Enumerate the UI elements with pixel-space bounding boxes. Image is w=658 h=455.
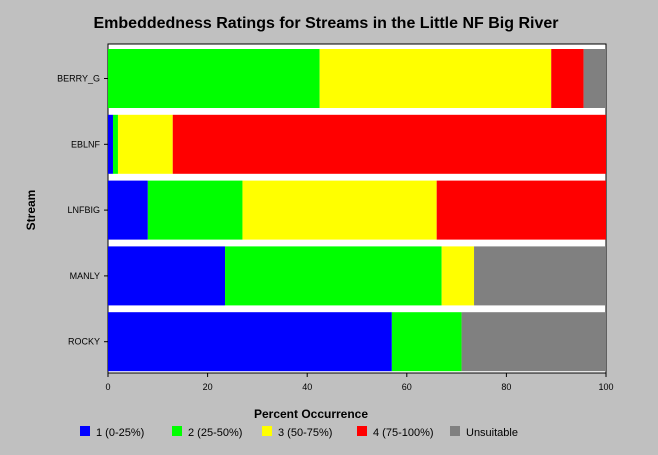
bar-segment-lnfbig-s1: [108, 180, 148, 240]
legend-label: 2 (25-50%): [188, 427, 242, 439]
y-axis-title: Stream: [24, 190, 38, 231]
bar-segment-lnfbig-s3: [242, 180, 437, 240]
bar-segment-manly-s1: [108, 246, 226, 306]
legend: 1 (0-25%) 2 (25-50%) 3 (50-75%) 4 (75-100%)…: [80, 426, 518, 439]
bar-segment-eblnf-s3: [117, 114, 173, 174]
y-axis: BERRY_G EBLNF LNFBIG MANLY ROCKY: [57, 74, 108, 347]
legend-swatch: [450, 426, 460, 436]
y-tick-label: MANLY: [70, 271, 100, 281]
y-tick-label: BERRY_G: [57, 74, 100, 84]
x-tick-label: 20: [203, 382, 213, 392]
bar-segment-berry-g-s5: [583, 49, 606, 108]
legend-swatch: [80, 426, 90, 436]
x-tick-label: 40: [302, 382, 312, 392]
bar-segment-berry-g-s3: [319, 49, 552, 108]
x-axis: 0 20 40 60 80 100: [105, 373, 614, 392]
y-tick-label: EBLNF: [71, 139, 101, 149]
bar-segment-eblnf-s1: [108, 114, 113, 174]
legend-swatch: [262, 426, 272, 436]
legend-swatch: [357, 426, 367, 436]
y-tick-label: ROCKY: [68, 337, 100, 347]
bar-segment-rocky-s1: [108, 312, 392, 372]
x-tick-label: 60: [402, 382, 412, 392]
x-tick-label: 80: [501, 382, 511, 392]
bar-segment-lnfbig-s4: [436, 180, 606, 240]
bar-segment-rocky-s5: [461, 312, 606, 372]
bars-layer: [108, 49, 607, 372]
bar-segment-manly-s5: [474, 246, 606, 306]
bar-segment-eblnf-s2: [112, 114, 118, 174]
x-tick-label: 0: [105, 382, 110, 392]
legend-label: 4 (75-100%): [373, 427, 434, 439]
legend-swatch: [172, 426, 182, 436]
x-axis-title: Percent Occurrence: [254, 407, 368, 421]
bar-segment-berry-g-s2: [108, 49, 320, 108]
legend-label: 3 (50-75%): [278, 427, 332, 439]
bar-segment-berry-g-s4: [551, 49, 584, 108]
bar-segment-lnfbig-s2: [147, 180, 243, 240]
bar-segment-manly-s3: [441, 246, 475, 306]
legend-label: 1 (0-25%): [96, 427, 144, 439]
bar-segment-rocky-s2: [391, 312, 462, 372]
bar-segment-eblnf-s4: [172, 114, 607, 174]
bar-segment-manly-s2: [225, 246, 442, 306]
chart-title: Embeddedness Ratings for Streams in the …: [94, 15, 559, 32]
legend-label: Unsuitable: [466, 427, 518, 439]
y-tick-label: LNFBIG: [67, 205, 100, 215]
x-tick-label: 100: [598, 382, 613, 392]
